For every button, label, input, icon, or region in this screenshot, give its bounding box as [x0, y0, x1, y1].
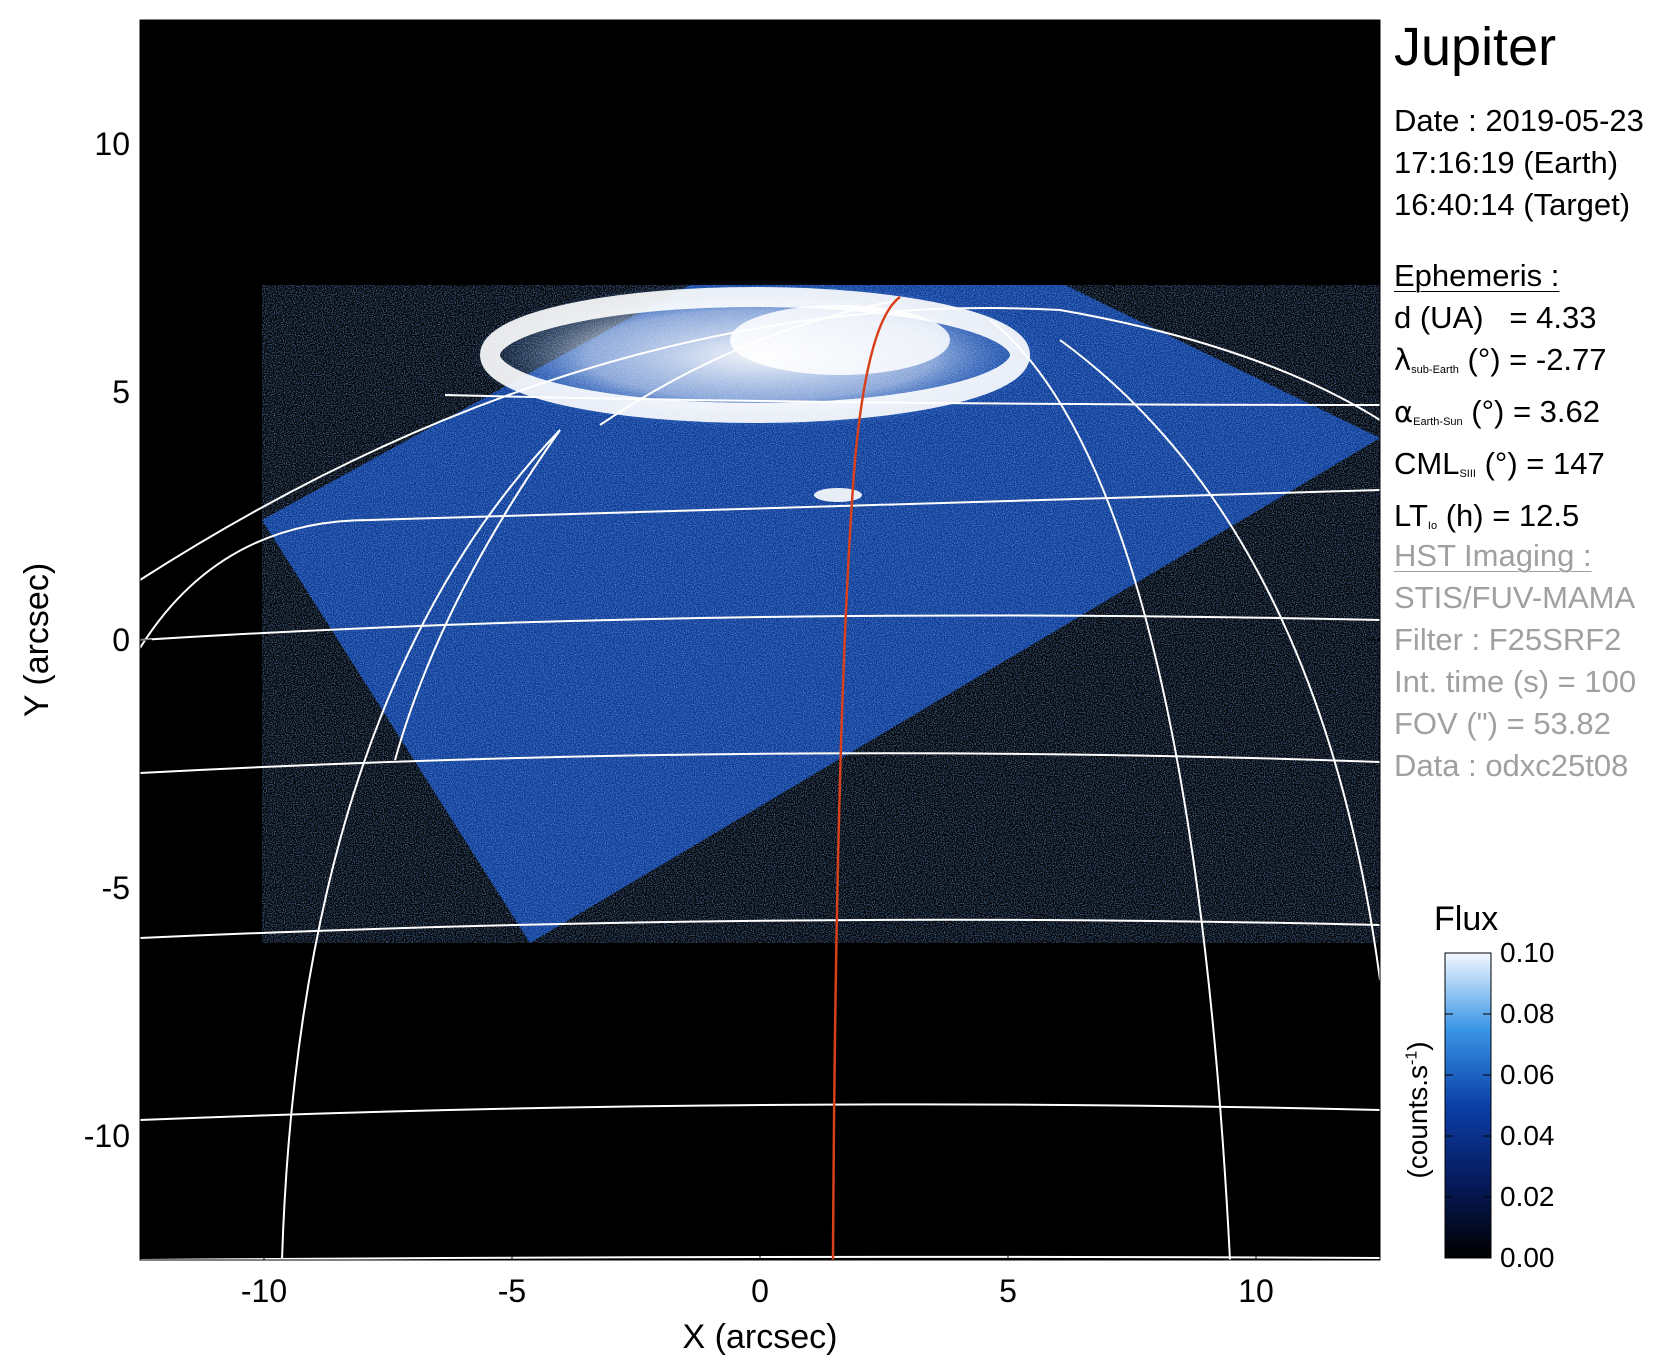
hst-header: HST Imaging : — [1394, 538, 1592, 573]
lt-value: (h) = 12.5 — [1445, 498, 1580, 533]
cml-subscript: SIII — [1459, 468, 1476, 480]
aurora-polar-emission — [730, 305, 950, 375]
cml-row: CMLSIII (°) = 147 — [1394, 443, 1607, 495]
colorbar-ticks — [1445, 952, 1491, 1259]
lt-label: LT — [1394, 498, 1428, 533]
distance-row: d (UA) = 4.33 — [1394, 297, 1607, 339]
parallel — [140, 489, 1380, 649]
parallel — [140, 752, 1380, 774]
latitude-row: λsub-Earth (°) = -2.77 — [1394, 339, 1607, 391]
y-tick-label: 5 — [112, 374, 130, 410]
colorbar-tick-label: 0.04 — [1500, 1120, 1555, 1151]
fov-text: FOV (") = 53.82 — [1394, 706, 1611, 741]
phase-row: αEarth-Sun (°) = 3.62 — [1394, 391, 1607, 443]
y-tick-label: -10 — [84, 1118, 130, 1154]
colorbar-unit-close: ) — [1402, 1041, 1433, 1051]
y-tick-label: -5 — [102, 870, 130, 906]
distance-label: d (UA) — [1394, 300, 1484, 335]
ephemeris-block: Ephemeris : d (UA) = 4.33 λsub-Earth (°)… — [1394, 255, 1607, 547]
target-time-text: 16:40:14 (Target) — [1394, 187, 1631, 222]
parallel — [444, 394, 1380, 406]
colorbar — [1444, 952, 1492, 1259]
parallel — [140, 1103, 1380, 1121]
colorbar-unit-text: (counts.s — [1402, 1064, 1433, 1179]
colorbar-title: Flux — [1434, 900, 1499, 938]
hst-imaging-block: HST Imaging : STIS/FUV-MAMA Filter : F25… — [1394, 535, 1636, 787]
y-tick-label: 10 — [94, 126, 130, 162]
dataset-text: Data : odxc25t08 — [1394, 748, 1629, 783]
date-text: Date : 2019-05-23 — [1394, 103, 1644, 138]
meridian — [989, 319, 1231, 1260]
colorbar-tick-label: 0.00 — [1500, 1242, 1555, 1273]
chart-title: Jupiter — [1394, 17, 1557, 77]
x-axis-label: X (arcsec) — [683, 1318, 838, 1356]
meridian — [394, 429, 561, 761]
aurora-main-oval — [480, 287, 1030, 423]
distance-value: = 4.33 — [1509, 300, 1597, 335]
meridian — [599, 299, 901, 426]
colorbar-tick-label: 0.10 — [1500, 937, 1555, 968]
lambda-symbol: λ — [1394, 343, 1412, 377]
alpha-subscript: Earth-Sun — [1413, 416, 1463, 428]
parallel — [140, 614, 1380, 641]
x-axis-ticks: -10 -5 0 5 10 — [241, 20, 1274, 1309]
cml-label: CML — [1394, 446, 1460, 481]
cml-value: (°) = 147 — [1484, 446, 1605, 481]
y-axis-ticks: -10 -5 0 5 10 — [84, 126, 1380, 1154]
y-axis-label: Y (arcsec) — [18, 563, 56, 717]
x-tick-label: 0 — [751, 1273, 769, 1309]
io-footprint-spot — [814, 488, 862, 502]
alpha-symbol: α — [1394, 395, 1414, 429]
latlon-grid — [140, 299, 1380, 1260]
integration-time-text: Int. time (s) = 100 — [1394, 664, 1637, 699]
colorbar-tick-label: 0.06 — [1500, 1059, 1555, 1090]
x-tick-label: 10 — [1238, 1273, 1274, 1309]
meridian — [281, 429, 561, 1260]
lt-subscript: Io — [1427, 520, 1438, 532]
local-time-row: LTIo (h) = 12.5 — [1394, 495, 1607, 547]
io-footpath-curve — [831, 295, 901, 1260]
alpha-value: (°) = 3.62 — [1471, 394, 1600, 429]
colorbar-tick-label: 0.02 — [1500, 1181, 1555, 1212]
date-block: Date : 2019-05-23 17:16:19 (Earth) 16:40… — [1394, 100, 1644, 226]
x-tick-label: 5 — [999, 1273, 1017, 1309]
filter-text: Filter : F25SRF2 — [1394, 622, 1622, 657]
colorbar-unit: (counts.s-1) — [1402, 1041, 1434, 1178]
y-tick-label: 0 — [112, 622, 130, 658]
parallel — [140, 918, 1380, 939]
x-tick-label: -5 — [498, 1273, 526, 1309]
lambda-subscript: sub-Earth — [1411, 364, 1459, 376]
instrument-text: STIS/FUV-MAMA — [1394, 580, 1636, 615]
meridian — [1059, 339, 1380, 981]
earth-time-text: 17:16:19 (Earth) — [1394, 145, 1619, 180]
limb — [140, 307, 1380, 581]
lambda-value: (°) = -2.77 — [1467, 342, 1607, 377]
x-tick-label: -10 — [241, 1273, 287, 1309]
ephemeris-header: Ephemeris : — [1394, 258, 1560, 293]
colorbar-unit-exponent: -1 — [1403, 1050, 1421, 1065]
colorbar-tick-label: 0.08 — [1500, 998, 1555, 1029]
